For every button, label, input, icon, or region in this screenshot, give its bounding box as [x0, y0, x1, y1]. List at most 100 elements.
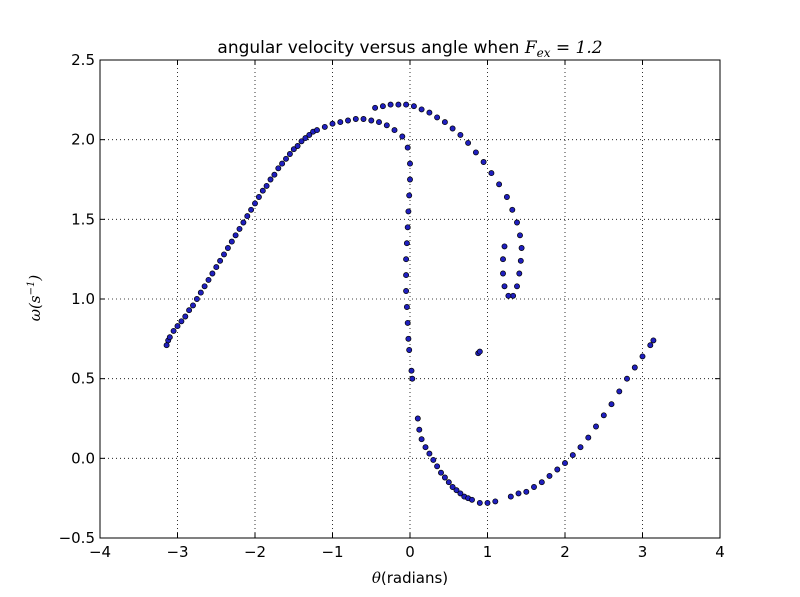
data-point: [496, 181, 503, 188]
data-point: [403, 272, 410, 279]
data-point: [488, 170, 495, 177]
data-point: [509, 206, 516, 213]
data-point: [457, 490, 464, 497]
data-point: [255, 194, 262, 200]
data-point: [624, 375, 630, 382]
data-point: [465, 139, 472, 146]
data-point: [449, 484, 456, 490]
data-point: [593, 423, 599, 430]
data-point: [224, 245, 231, 251]
data-point: [426, 109, 433, 116]
data-point: [271, 171, 278, 178]
data-point: [403, 288, 410, 294]
data-point: [418, 106, 425, 113]
x-tick-label: 1: [483, 543, 493, 561]
data-point: [391, 127, 398, 134]
data-point: [514, 219, 520, 226]
data-point: [457, 131, 464, 138]
data-point: [166, 334, 173, 341]
data-point: [441, 474, 448, 481]
data-point: [217, 257, 224, 264]
data-point: [372, 104, 379, 111]
data-point: [585, 434, 592, 441]
data-point: [616, 388, 623, 395]
data-point: [405, 208, 412, 215]
data-point: [406, 347, 413, 353]
data-point: [221, 251, 227, 258]
data-point: [404, 224, 411, 231]
data-point: [514, 283, 520, 290]
data-point: [337, 119, 344, 126]
data-point: [562, 460, 568, 467]
data-point: [434, 114, 441, 121]
data-point: [290, 146, 297, 153]
data-point: [639, 353, 646, 360]
data-point: [484, 499, 491, 506]
data-point: [298, 138, 305, 145]
data-point: [523, 488, 530, 495]
data-point: [267, 176, 274, 183]
data-point: [193, 296, 200, 302]
data-point: [306, 131, 313, 138]
data-point: [554, 466, 561, 473]
data-point: [507, 493, 514, 500]
data-point: [403, 240, 410, 247]
data-point: [405, 335, 412, 342]
data-point: [531, 484, 537, 490]
data-point: [469, 496, 475, 503]
y-tick-label: 2.5: [71, 51, 95, 69]
data-point: [492, 498, 499, 505]
data-point: [294, 143, 301, 149]
data-point: [501, 283, 508, 290]
data-point: [441, 119, 448, 126]
data-point: [174, 323, 181, 330]
data-point: [252, 200, 258, 207]
data-point: [480, 159, 487, 165]
axis-ticks: −4 −3 −2 −1 0 1 2 3 4 −0.5 0.0 0.5 1.0 1.5 2.0 2.5: [59, 51, 725, 561]
data-point: [516, 270, 523, 277]
data-point: [178, 318, 185, 325]
data-point: [500, 256, 506, 263]
data-point: [404, 319, 411, 326]
data-point: [422, 444, 429, 451]
data-point: [403, 256, 410, 263]
x-tick-label: −4: [89, 543, 111, 561]
x-axis-label: θ(radians): [372, 569, 448, 587]
data-point: [387, 101, 394, 108]
data-point: [426, 450, 433, 457]
data-point: [360, 116, 367, 122]
data-point: [186, 307, 193, 314]
x-tick-label: −1: [321, 543, 343, 561]
data-point: [650, 337, 657, 344]
data-point: [410, 103, 417, 110]
x-tick-label: 3: [638, 543, 648, 561]
data-point: [329, 120, 336, 127]
y-tick-label: −0.5: [59, 529, 95, 547]
data-point: [546, 472, 553, 479]
data-point: [248, 206, 255, 213]
data-point: [430, 456, 437, 463]
data-point: [163, 342, 170, 349]
data-point: [631, 364, 638, 371]
data-point: [416, 426, 423, 433]
data-point: [379, 103, 386, 110]
data-point: [408, 367, 415, 374]
y-tick-label: 1.0: [71, 290, 95, 308]
data-point: [517, 257, 524, 264]
data-point: [403, 101, 410, 108]
data-point: [232, 232, 239, 239]
data-point: [399, 133, 406, 140]
y-tick-label: 2.0: [71, 131, 95, 149]
data-point: [501, 243, 508, 250]
data-point: [201, 283, 208, 290]
data-point: [352, 116, 359, 122]
data-point: [449, 125, 456, 132]
data-point: [406, 192, 413, 199]
data-point: [403, 304, 410, 310]
x-tick-label: −3: [166, 543, 188, 561]
data-point: [476, 499, 483, 506]
data-point: [213, 264, 220, 271]
